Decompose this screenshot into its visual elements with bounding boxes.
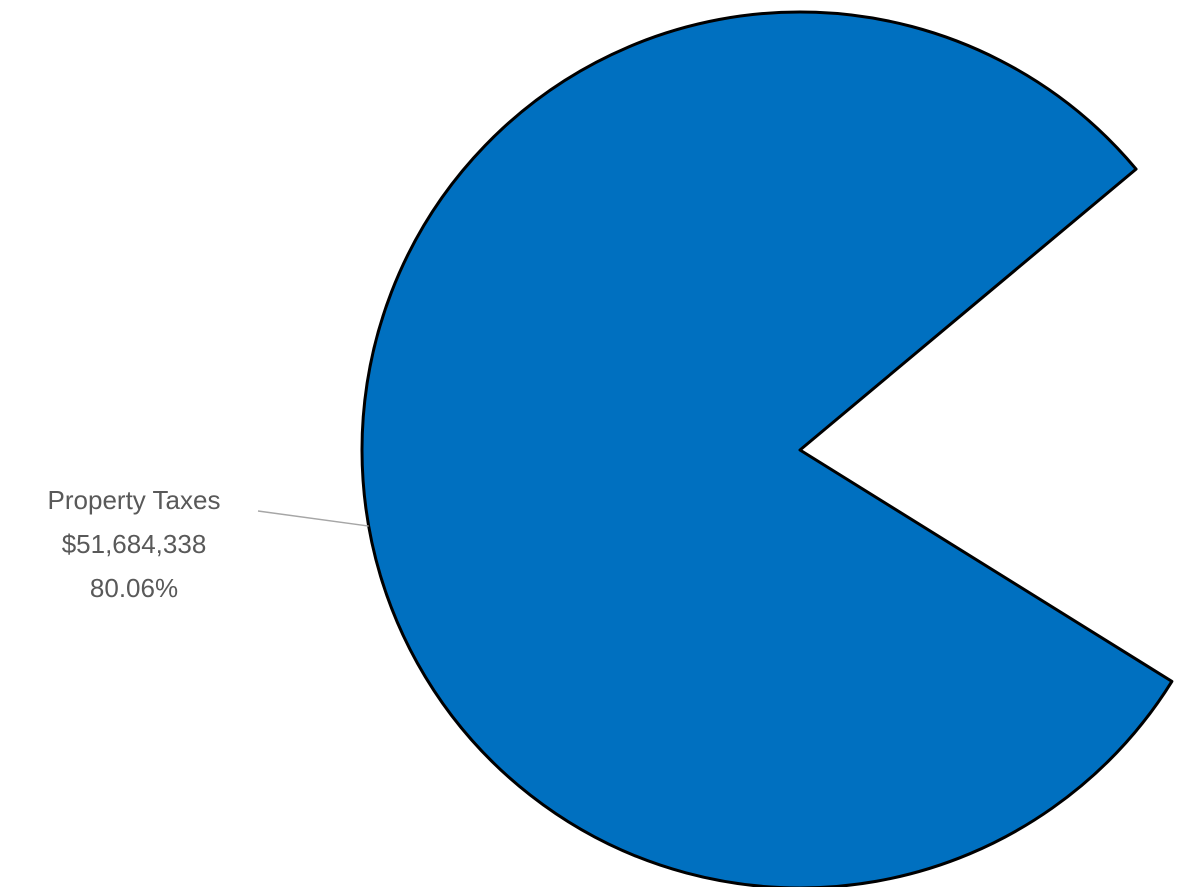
- slice-label-percent: 80.06%: [90, 573, 178, 603]
- pie-slice-property-taxes: [360, 10, 1174, 887]
- pie-slices: [360, 10, 1174, 887]
- slice-label-name: Property Taxes: [48, 485, 221, 515]
- leader-line-property-taxes: [257, 510, 369, 527]
- slice-label-property-taxes: Property Taxes $51,684,338 80.06%: [48, 485, 221, 603]
- slice-label-amount: $51,684,338: [62, 529, 207, 559]
